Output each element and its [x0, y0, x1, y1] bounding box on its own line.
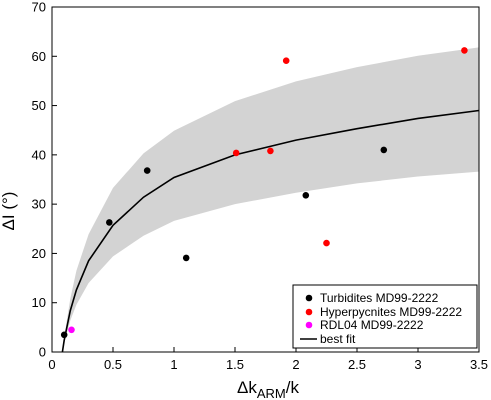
data-point-s0-2 — [143, 167, 151, 174]
data-point-s1-4 — [461, 47, 468, 54]
legend-label-hyperpycnites: Hyperpycnites MD99-2222 — [320, 305, 462, 319]
legend-marker-hyperpycnites — [305, 308, 313, 316]
best-fit-line — [61, 109, 480, 353]
x-tick-label: 2 — [292, 357, 299, 372]
legend-label-rdl04: RDL04 MD99-2222 — [320, 318, 424, 332]
y-tick-label: 50 — [32, 98, 46, 113]
y-tick-label: 0 — [39, 345, 46, 360]
legend-label-turbidites: Turbidites MD99-2222 — [320, 291, 439, 305]
fit-line-layer — [61, 109, 480, 353]
x-axis-title-subscript: ARM — [257, 386, 286, 400]
x-tick-label: 3.5 — [470, 357, 488, 372]
x-axis-title-main: Δk — [237, 378, 257, 397]
y-tick-label: 10 — [32, 295, 46, 310]
y-tick-label: 70 — [32, 0, 46, 15]
x-tick-label: 0 — [48, 357, 55, 372]
data-point-s0-5 — [380, 146, 388, 154]
y-tick-label: 40 — [32, 147, 46, 162]
confidence-band-layer — [62, 47, 480, 353]
legend-box — [292, 284, 478, 349]
confidence-band — [62, 47, 480, 353]
axes — [51, 6, 480, 353]
data-point-s0-1 — [106, 219, 113, 226]
data-point-s0-4 — [302, 192, 310, 199]
y-tick-label: 30 — [32, 197, 46, 212]
tick-labels: 0 0.5 1 1.5 2 2.5 3 3.5 0 10 20 30 40 50 60 70 — [32, 0, 489, 372]
y-tick-label: 20 — [32, 246, 46, 261]
plot-frame — [51, 6, 480, 353]
x-tick-label: 1.5 — [226, 357, 244, 372]
legend-marker-rdl04 — [305, 321, 313, 329]
x-tick-label: 1 — [170, 357, 177, 372]
data-point-s1-0 — [232, 149, 240, 157]
x-axis-title: ΔkARM/k — [237, 378, 299, 400]
x-tick-label: 2.5 — [348, 357, 366, 372]
data-point-s2-0 — [68, 326, 75, 334]
data-point-s1-1 — [267, 147, 274, 155]
data-point-s0-3 — [182, 254, 190, 262]
legend-label-best-fit: best fit — [320, 332, 356, 346]
data-point-s1-2 — [282, 57, 290, 64]
data-point-layer — [60, 47, 468, 339]
x-axis-title-tail: /k — [286, 378, 300, 397]
y-axis-title: ΔI (°) — [0, 192, 18, 231]
x-tick-label: 3 — [414, 357, 421, 372]
legend: Turbidites MD99-2222 Hyperpycnites MD99-… — [292, 284, 478, 349]
data-point-s0-0 — [60, 331, 68, 339]
y-tick-label: 60 — [32, 49, 46, 64]
data-point-s1-3 — [323, 239, 330, 247]
x-tick-label: 0.5 — [104, 357, 122, 372]
legend-marker-turbidites — [305, 294, 313, 302]
